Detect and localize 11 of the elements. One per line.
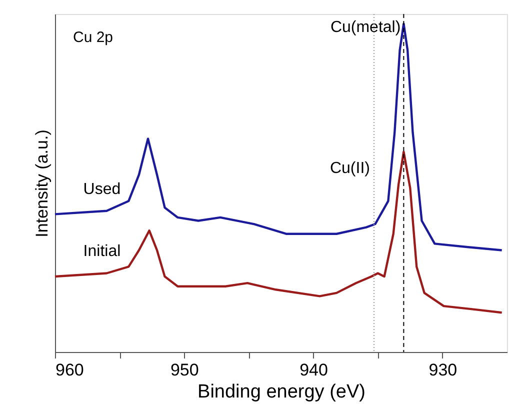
series-label: Used	[83, 180, 121, 198]
x-tick-label: 960	[56, 360, 84, 380]
ref-line-label: Cu(metal)	[330, 19, 401, 36]
ref-line-label: Cu(II)	[330, 160, 370, 178]
x-tick-label: 930	[428, 360, 458, 380]
x-tick-label: 940	[300, 360, 328, 380]
series-label: Initial	[83, 243, 121, 260]
annotation: Cu 2p	[73, 29, 114, 46]
y-axis-title: Intensity (a.u.)	[32, 130, 52, 238]
x-tick-label: 950	[170, 360, 199, 380]
x-axis-title: Binding energy (eV)	[198, 382, 366, 402]
